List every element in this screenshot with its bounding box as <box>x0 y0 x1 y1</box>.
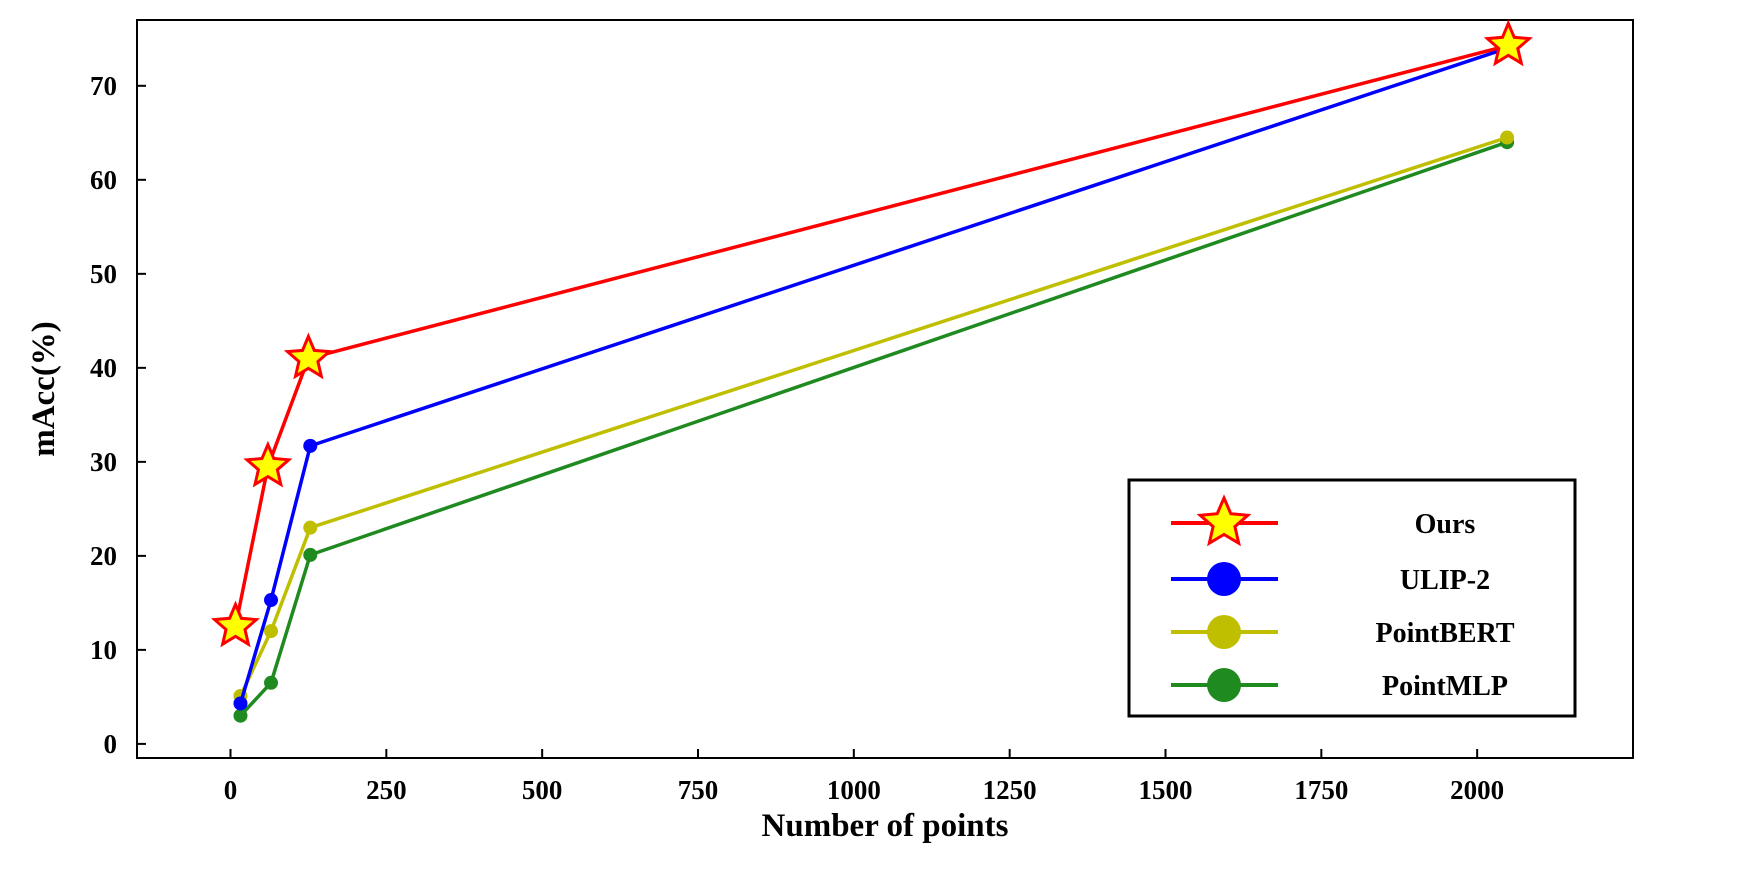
y-tick-label: 50 <box>90 259 117 289</box>
legend-label: ULIP-2 <box>1400 565 1490 596</box>
y-tick-label: 30 <box>90 447 117 477</box>
data-point-ulip-2 <box>233 696 248 711</box>
x-tick-label: 250 <box>366 775 407 805</box>
plot-frame <box>136 19 1634 759</box>
legend-circle-marker <box>1207 668 1241 702</box>
legend-item-ulip-2: ULIP-2 <box>1171 562 1490 596</box>
legend-circle-marker <box>1207 615 1241 649</box>
series-ours <box>210 19 1533 648</box>
series-line-pointmlp <box>239 140 1508 717</box>
y-tick-label: 70 <box>90 71 117 101</box>
data-point-pointmlp <box>303 547 318 562</box>
legend-item-pointmlp: PointMLP <box>1171 668 1508 702</box>
data-point-ours <box>1483 19 1533 67</box>
y-tick-label: 10 <box>90 635 117 665</box>
series-line-ulip-2 <box>238 46 1508 704</box>
legend-label: PointBERT <box>1375 618 1514 649</box>
x-tick-label: 1500 <box>1139 775 1193 805</box>
legend-label: Ours <box>1415 509 1476 540</box>
legend-items: Ours ULIP-2 PointBERT PointMLP <box>1171 494 1515 702</box>
x-tick-label: 1250 <box>983 775 1037 805</box>
data-point-ulip-2 <box>264 593 279 608</box>
x-tick-label: 1750 <box>1294 775 1348 805</box>
x-tick-label: 500 <box>522 775 563 805</box>
x-tick-label: 2000 <box>1450 775 1504 805</box>
data-point-pointmlp <box>264 675 279 690</box>
y-tick-label: 40 <box>90 353 117 383</box>
legend-star-marker <box>1196 494 1252 547</box>
y-axis-title: mAcc(%) <box>26 321 62 457</box>
x-tick-label: 750 <box>678 775 719 805</box>
legend-item-pointbert: PointBERT <box>1171 615 1515 649</box>
y-axis: 0 10 20 30 40 50 60 70 <box>90 71 146 759</box>
x-tick-label: 1000 <box>827 775 881 805</box>
x-axis: 0 250 500 750 1000 1250 1500 1750 2000 <box>224 749 1504 805</box>
x-axis-title: Number of points <box>762 808 1009 844</box>
legend-item-ours: Ours <box>1171 494 1476 547</box>
legend-circle-marker <box>1207 562 1241 596</box>
data-point-ulip-2 <box>303 438 318 453</box>
x-tick-label: 0 <box>224 775 238 805</box>
data-point-ours <box>243 440 293 488</box>
y-tick-label: 60 <box>90 165 117 195</box>
series-layer <box>210 19 1533 723</box>
series-line-ours <box>233 43 1509 627</box>
data-point-pointbert <box>1500 130 1515 145</box>
legend-label: PointMLP <box>1382 671 1508 702</box>
legend: Ours ULIP-2 PointBERT PointMLP <box>1127 478 1577 718</box>
data-point-pointbert <box>264 624 279 639</box>
legend-box <box>1127 478 1577 718</box>
series-line-pointbert <box>238 135 1508 697</box>
y-tick-label: 0 <box>104 729 118 759</box>
data-point-ours <box>283 332 333 380</box>
data-point-pointbert <box>303 520 318 535</box>
y-tick-label: 20 <box>90 541 117 571</box>
data-point-pointmlp <box>233 708 248 723</box>
data-point-ours <box>210 600 261 648</box>
